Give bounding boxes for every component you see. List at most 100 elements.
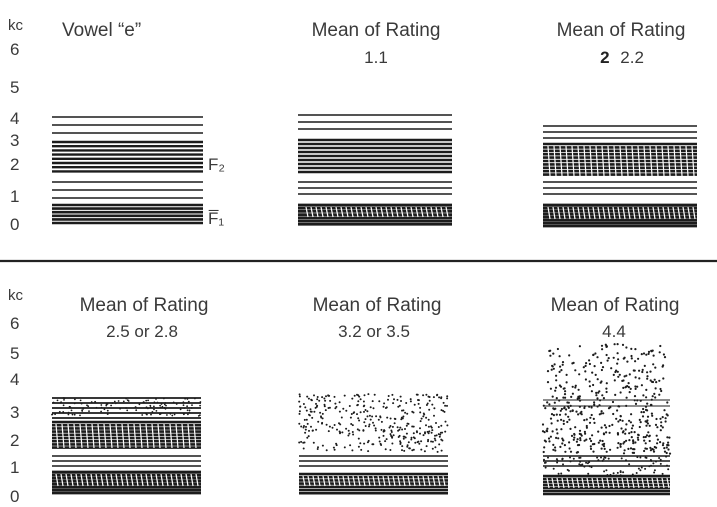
noise-dot [379,416,382,419]
noise-hatch [626,477,630,489]
noise-hatch [577,145,581,177]
noise-dot [580,413,583,416]
noise-hatch [315,206,319,218]
noise-dot [556,347,560,351]
noise-dot [584,378,588,381]
noise-hatch [427,475,431,487]
noise-hatch [631,145,635,177]
noise-hatch [586,477,590,489]
noise-hatch [430,206,434,218]
noise-dot [350,423,353,425]
noise-dot [650,350,653,353]
noise-dot [571,385,574,388]
noise-dot [602,412,605,415]
noise-hatch [632,206,636,220]
noise-dot [579,464,582,467]
noise-hatch [552,206,556,220]
noise-dot [640,384,644,387]
noise-dot [567,469,570,472]
noise-hatch [547,145,551,177]
noise-dot [633,369,636,372]
noise-dot [597,441,600,444]
noise-dot [588,385,592,388]
noise-dot [417,399,420,402]
noise-dot [558,384,562,387]
noise-dot [159,413,161,416]
noise-dot [557,472,560,475]
noise-hatch [582,206,586,220]
noise-dot [630,427,634,430]
noise-hatch [370,206,374,218]
noise-dot [642,394,645,397]
noise-dot [639,469,642,472]
noise-hatch [677,206,681,220]
noise-dot [440,424,443,427]
noise-dot [577,413,580,416]
noise-dot [639,421,642,424]
noise-hatch [661,145,665,177]
noise-dot [667,468,670,471]
noise-dot [197,415,200,417]
panel-2-title: Mean of Rating [312,20,441,41]
noise-dot [650,412,654,415]
noise-dot [600,380,603,383]
noise-hatch [352,475,356,487]
noise-dot [147,407,149,410]
noise-hatch [310,206,314,218]
noise-hatch [589,145,593,177]
noise-dot [151,411,154,413]
noise-dot [298,393,301,396]
noise-dot [556,419,559,422]
noise-dot [389,417,392,420]
noise-dot [51,413,54,416]
noise-dot [571,392,575,395]
noise-hatch [187,423,191,449]
noise-dot [617,358,620,361]
noise-dot [578,397,581,400]
noise-dot [655,434,658,437]
noise-dot [607,457,610,460]
noise-dot [619,391,622,394]
noise-dot [391,425,394,428]
noise-dot [584,370,587,373]
noise-hatch [425,206,429,218]
noise-dot [428,430,431,433]
noise-dot [646,402,649,405]
noise-dot [574,386,577,389]
noise-dot [631,424,635,427]
noise-dot [52,401,55,404]
noise-dot [113,400,116,403]
noise-hatch [576,477,580,489]
noise-dot [661,416,664,419]
noise-dot [600,361,603,364]
noise-hatch [100,473,104,487]
noise-hatch [385,206,389,218]
noise-dot [187,413,189,416]
noise-dot [600,344,604,347]
noise-hatch [180,473,184,487]
noise-dot [362,429,365,432]
noise-dot [427,432,430,435]
noise-dot [635,472,638,474]
noise-dot [567,406,570,409]
noise-dot [333,395,336,398]
noise-dot [544,466,547,469]
noise-dot [602,397,606,400]
noise-dot [364,409,367,411]
noise-dot [616,409,619,412]
noise-dot [561,437,564,440]
noise-dot [662,377,665,380]
noise-dot [642,407,645,411]
noise-dot [663,450,667,453]
noise-dot [324,409,327,412]
noise-dot [595,394,598,397]
noise-dot [637,357,640,360]
noise-dot [412,436,415,439]
noise-dot [642,411,646,414]
noise-dot [655,381,658,384]
noise-dot [443,410,446,413]
noise-dot [323,403,326,406]
noise-hatch [181,423,185,449]
noise-dot [663,447,666,450]
noise-dot [406,412,409,415]
